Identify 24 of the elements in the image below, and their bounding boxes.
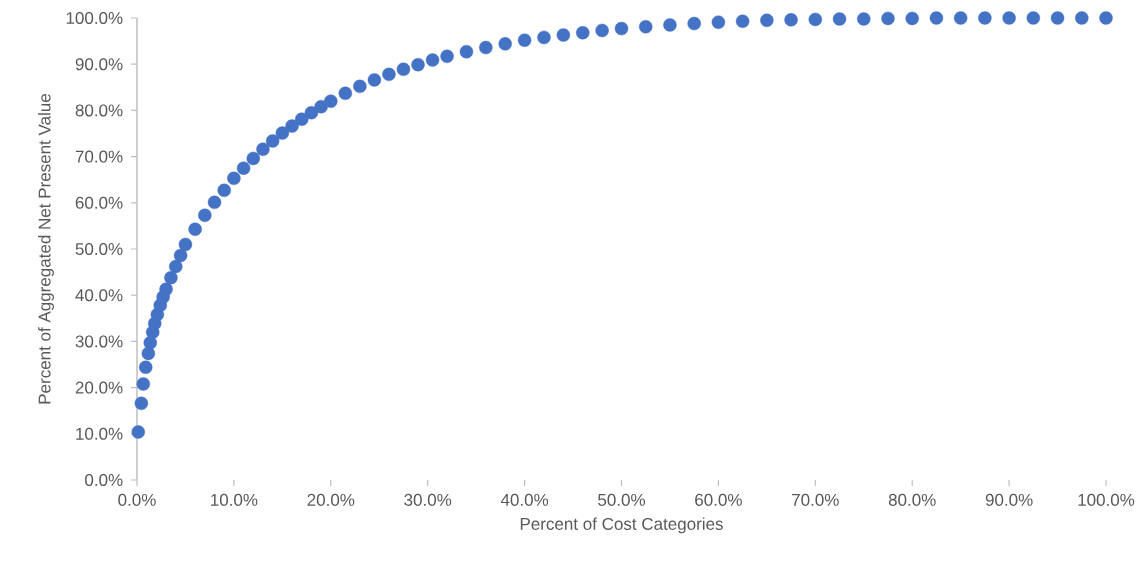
y-axis-title: Percent of Aggregated Net Present Value xyxy=(38,94,54,404)
y-tick-label: 30.0% xyxy=(75,335,123,348)
y-tick-label: 50.0% xyxy=(75,242,123,256)
x-tick-label: 70.0% xyxy=(792,493,839,506)
y-tick-label: 70.0% xyxy=(75,150,123,163)
x-tick-label: 80.0% xyxy=(888,493,936,506)
x-tick-label: 90.0% xyxy=(985,493,1033,506)
x-tick-label: 10.0% xyxy=(211,493,258,506)
y-tick-label: 80.0% xyxy=(75,104,123,117)
y-tick-label: 60.0% xyxy=(75,196,123,209)
x-tick-label: 50.0% xyxy=(598,493,645,506)
x-axis-title: Percent of Cost Categories xyxy=(520,517,723,534)
x-tick-label: 60.0% xyxy=(695,493,742,506)
y-tick-label: 90.0% xyxy=(75,58,123,71)
x-tick-label: 30.0% xyxy=(404,493,452,506)
y-tick-label: 100.0% xyxy=(66,11,123,25)
x-tick-label: 20.0% xyxy=(307,493,355,506)
y-tick-label: 40.0% xyxy=(75,289,123,302)
y-tick-label: 10.0% xyxy=(76,427,123,440)
y-tick-label: 0.0% xyxy=(85,473,123,487)
y-tick-label: 20.0% xyxy=(75,381,123,394)
x-tick-label: 0.0% xyxy=(118,493,156,506)
x-tick-label: 40.0% xyxy=(500,493,549,506)
x-tick-label: 100.0% xyxy=(1078,493,1135,506)
